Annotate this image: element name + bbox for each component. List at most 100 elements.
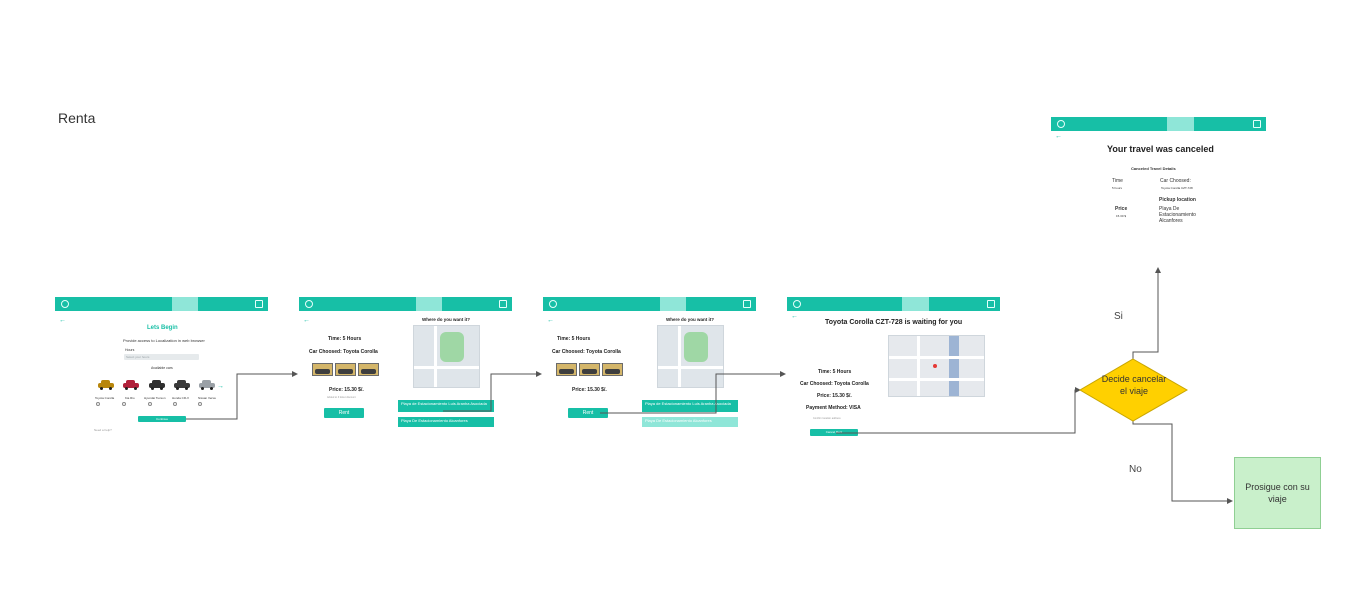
car-wheel bbox=[201, 387, 204, 390]
car-thumbnail bbox=[602, 363, 623, 376]
car-radio[interactable] bbox=[198, 402, 202, 406]
location-option[interactable]: Playa De Estacionamiento Alcanfores bbox=[398, 417, 494, 427]
car-roof bbox=[101, 380, 110, 384]
map-pin-icon bbox=[933, 364, 937, 368]
price-label: Price bbox=[1115, 206, 1128, 212]
car-radio[interactable] bbox=[96, 402, 100, 406]
nav-active-tab[interactable] bbox=[172, 297, 198, 311]
help-link[interactable]: Need a help? bbox=[94, 428, 112, 432]
car-radio[interactable] bbox=[122, 402, 126, 406]
menu-icon[interactable] bbox=[499, 300, 507, 308]
car-thumbnail bbox=[335, 363, 356, 376]
car-wheel bbox=[125, 387, 128, 390]
top-nav-bar bbox=[299, 297, 512, 311]
car-radio[interactable] bbox=[173, 402, 177, 406]
car-thumbnail-body bbox=[605, 369, 620, 374]
menu-icon[interactable] bbox=[987, 300, 995, 308]
map-view[interactable] bbox=[413, 325, 480, 388]
next-arrow-icon[interactable]: → bbox=[217, 383, 224, 390]
nav-active-tab[interactable] bbox=[902, 297, 929, 311]
car-option[interactable] bbox=[122, 379, 140, 390]
screen-car-waiting: ← Toyota Corolla CZT-728 is waiting for … bbox=[787, 297, 1000, 437]
connector-decision-yes bbox=[1132, 267, 1161, 359]
car-value: Toyota Corolla CZT-728 bbox=[1161, 186, 1193, 190]
screen-rent-selected: ← Where do you want it? Time: 5 Hours Ca… bbox=[543, 297, 756, 437]
car-chosen-text: Car Choosed: Toyota Corolla bbox=[552, 349, 621, 355]
car-body bbox=[98, 383, 114, 388]
page-title: Your travel was canceled bbox=[1107, 144, 1214, 154]
logo-icon bbox=[793, 300, 801, 308]
car-wheel bbox=[134, 387, 137, 390]
top-nav-bar bbox=[787, 297, 1000, 311]
map-road bbox=[414, 366, 479, 369]
screen-travel-canceled: ← Your travel was canceled Canceled Trav… bbox=[1051, 117, 1266, 234]
back-arrow-icon[interactable]: ← bbox=[303, 317, 310, 324]
available-cars-heading: Available cars bbox=[151, 366, 173, 370]
car-thumbnail-body bbox=[559, 369, 574, 374]
hours-input[interactable]: Select your hours bbox=[124, 354, 199, 360]
nav-active-tab[interactable] bbox=[660, 297, 686, 311]
car-wheel bbox=[100, 387, 103, 390]
connector-screen1-to-screen2 bbox=[186, 371, 298, 420]
map-road bbox=[917, 336, 920, 396]
car-option[interactable] bbox=[97, 379, 115, 390]
map-road bbox=[678, 326, 681, 387]
branch-no-label: No bbox=[1129, 464, 1142, 475]
car-option[interactable] bbox=[198, 379, 216, 390]
car-wheel bbox=[151, 387, 154, 390]
screen-rent-options: ← Where do you want it? Time: 5 Hours Ca… bbox=[299, 297, 512, 437]
car-thumbnail bbox=[358, 363, 379, 376]
board-title: Renta bbox=[58, 110, 96, 126]
back-arrow-icon[interactable]: ← bbox=[59, 317, 66, 324]
back-arrow-icon[interactable]: ← bbox=[791, 313, 798, 320]
pickup-value: Playa De Estacionamiento Alcanfores bbox=[1159, 206, 1196, 224]
car-option[interactable] bbox=[173, 379, 191, 390]
car-option[interactable] bbox=[148, 379, 166, 390]
connector-screen4-to-decision bbox=[836, 387, 1081, 434]
map-view[interactable] bbox=[657, 325, 724, 388]
price-text: Price: 15.30 $/. bbox=[572, 387, 607, 393]
car-roof bbox=[126, 380, 135, 384]
logo-icon bbox=[61, 300, 69, 308]
car-name: Toyota Corolla bbox=[95, 396, 115, 400]
price-note: Added to 3 ticket discount bbox=[327, 396, 356, 399]
rent-button[interactable]: Rent bbox=[324, 408, 364, 418]
map-road bbox=[434, 326, 437, 387]
map-road bbox=[658, 366, 723, 369]
location-option[interactable]: Playa de Estacionamiento Luis Aranha Aso… bbox=[398, 400, 494, 412]
back-arrow-icon[interactable]: ← bbox=[1055, 133, 1062, 140]
location-option[interactable]: Playa De Estacionamiento Alcanfores bbox=[642, 417, 738, 427]
end-node-label: Prosigue con su viaje bbox=[1245, 482, 1310, 504]
location-option[interactable]: Playa de Estacionamiento Luis Aranha Aso… bbox=[642, 400, 738, 412]
continue-button[interactable]: Continue bbox=[138, 416, 186, 422]
car-name: Hyundai Tucson bbox=[144, 396, 166, 400]
menu-icon[interactable] bbox=[255, 300, 263, 308]
rent-button[interactable]: Rent bbox=[568, 408, 608, 418]
car-thumbnail-body bbox=[582, 369, 597, 374]
car-thumbnail-body bbox=[315, 369, 330, 374]
hours-label: Hours bbox=[125, 348, 135, 352]
map-title: Where do you want it? bbox=[666, 317, 714, 322]
map-view[interactable] bbox=[888, 335, 985, 397]
confirm-note: Confirm location address bbox=[813, 417, 841, 420]
car-wheel bbox=[210, 387, 213, 390]
back-arrow-icon[interactable]: ← bbox=[547, 317, 554, 324]
end-node: Prosigue con su viaje bbox=[1234, 457, 1321, 529]
menu-icon[interactable] bbox=[1253, 120, 1261, 128]
car-chosen-text: Car Choosed: Toyota Corolla bbox=[309, 349, 378, 355]
screen-lets-begin: ← Lets Begin Provide access to Localizat… bbox=[55, 297, 268, 437]
car-radio[interactable] bbox=[148, 402, 152, 406]
car-roof bbox=[202, 380, 211, 384]
price-text: Price: 15.30 $/. bbox=[329, 387, 364, 393]
cancel-rent-button[interactable]: Cancel Rent bbox=[810, 429, 858, 436]
page-title: Toyota Corolla CZT-728 is waiting for yo… bbox=[825, 319, 963, 326]
menu-icon[interactable] bbox=[743, 300, 751, 308]
map-road bbox=[889, 356, 984, 359]
connector-decision-no bbox=[1132, 421, 1233, 504]
decision-node bbox=[1079, 358, 1189, 422]
branch-yes-label: Si bbox=[1114, 311, 1123, 322]
connector-screen2-to-screen3 bbox=[443, 371, 542, 412]
nav-active-tab[interactable] bbox=[416, 297, 442, 311]
nav-active-tab[interactable] bbox=[1167, 117, 1194, 131]
